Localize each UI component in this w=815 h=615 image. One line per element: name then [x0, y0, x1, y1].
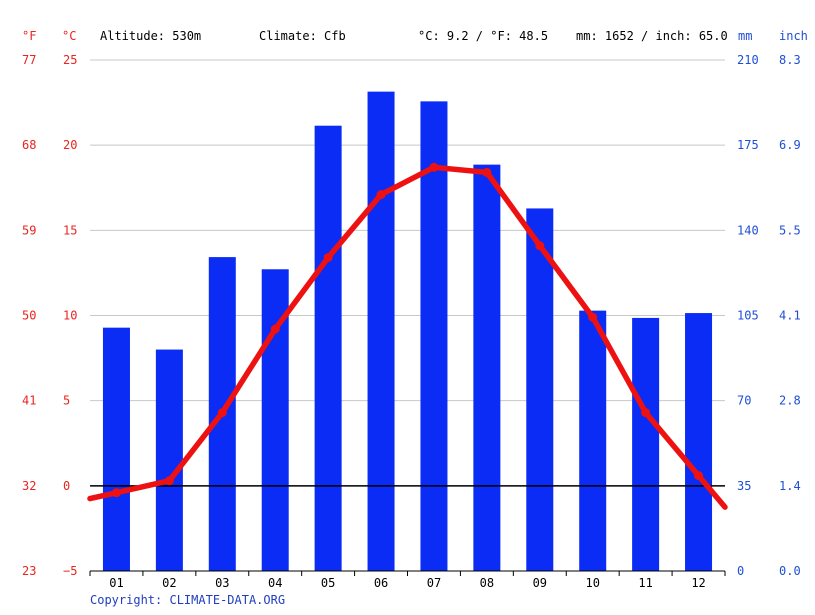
climate-label: Climate: Cfb: [259, 29, 346, 43]
tick-label-fahrenheit: 50: [22, 309, 36, 323]
x-tick-label: 06: [374, 576, 388, 590]
tick-label-fahrenheit: 32: [22, 479, 36, 493]
x-tick-label: 08: [480, 576, 494, 590]
tick-label-inch: 1.4: [779, 479, 801, 493]
tick-label-celsius: 5: [63, 394, 70, 408]
x-tick-label: 04: [268, 576, 282, 590]
temperature-point-04: [270, 324, 280, 334]
tick-label-mm: 35: [737, 479, 751, 493]
tick-label-inch: 4.1: [779, 309, 801, 323]
precipitation-bar-10: [579, 310, 607, 571]
tick-label-fahrenheit: 77: [22, 53, 36, 67]
grid-layer: [90, 59, 725, 487]
tick-label-inch: 2.8: [779, 394, 801, 408]
tick-label-fahrenheit: 59: [22, 223, 36, 237]
x-tick-label: 11: [638, 576, 652, 590]
unit-celsius-header: °C: [62, 29, 76, 43]
average-temperature-label: °C: 9.2 / °F: 48.5: [418, 29, 548, 43]
x-tick-label: 05: [321, 576, 335, 590]
tick-label-inch: 5.5: [779, 223, 801, 237]
x-tick-label: 10: [585, 576, 599, 590]
temperature-point-08: [482, 167, 492, 177]
temperature-point-12: [694, 471, 704, 481]
tick-label-celsius: 0: [63, 479, 70, 493]
precipitation-bar-08: [473, 164, 501, 571]
tick-label-mm: 175: [737, 138, 759, 152]
temperature-point-02: [164, 476, 174, 486]
altitude-label: Altitude: 530m: [100, 29, 201, 43]
precipitation-bar-01: [102, 327, 130, 571]
unit-fahrenheit-header: °F: [22, 29, 36, 43]
precipitation-bar-07: [420, 101, 448, 571]
x-tick-label: 12: [691, 576, 705, 590]
tick-label-mm: 70: [737, 394, 751, 408]
tick-label-inch: 8.3: [779, 53, 801, 67]
temperature-point-05: [323, 253, 333, 263]
temperature-point-01: [111, 488, 121, 498]
x-tick-label: 02: [162, 576, 176, 590]
temperature-point-09: [535, 241, 545, 251]
precipitation-bar-11: [632, 317, 660, 571]
tick-label-celsius: 20: [63, 138, 77, 152]
unit-mm-header: mm: [738, 29, 752, 43]
tick-label-inch: 0.0: [779, 564, 801, 578]
tick-label-celsius: 15: [63, 223, 77, 237]
tick-label-mm: 140: [737, 223, 759, 237]
tick-label-celsius: 25: [63, 53, 77, 67]
copyright-label: Copyright: CLIMATE-DATA.ORG: [90, 593, 285, 607]
precipitation-bar-09: [526, 208, 554, 571]
temperature-line: [87, 162, 728, 510]
precipitation-bars: [102, 91, 713, 571]
x-tick-label: 07: [427, 576, 441, 590]
tick-label-celsius: 10: [63, 309, 77, 323]
precipitation-total-label: mm: 1652 / inch: 65.0: [576, 29, 728, 43]
precipitation-bar-12: [685, 313, 713, 571]
tick-label-fahrenheit: 68: [22, 138, 36, 152]
temperature-point-07: [429, 162, 439, 172]
x-tick-label: 01: [109, 576, 123, 590]
x-tick-label: 03: [215, 576, 229, 590]
tick-label-celsius: −5: [63, 564, 77, 578]
x-tick-label: 09: [533, 576, 547, 590]
temperature-point-10: [588, 312, 598, 322]
tick-label-mm: 0: [737, 564, 744, 578]
precipitation-bar-06: [367, 91, 395, 571]
axes: 77 25 210 8.368 20 175 6.959 15 140 5.550 10 105 4.1…: [22, 53, 801, 590]
temperature-point-03: [217, 408, 227, 418]
precipitation-bar-02: [155, 349, 183, 571]
unit-inch-header: inch: [779, 29, 808, 43]
precipitation-bar-05: [314, 125, 342, 571]
tick-label-mm: 210: [737, 53, 759, 67]
tick-label-fahrenheit: 41: [22, 394, 36, 408]
tick-label-fahrenheit: 23: [22, 564, 36, 578]
temperature-point-11: [641, 408, 651, 418]
tick-label-inch: 6.9: [779, 138, 801, 152]
temperature-point-06: [376, 190, 386, 200]
temperature-line-path: [87, 164, 728, 510]
tick-label-mm: 105: [737, 309, 759, 323]
